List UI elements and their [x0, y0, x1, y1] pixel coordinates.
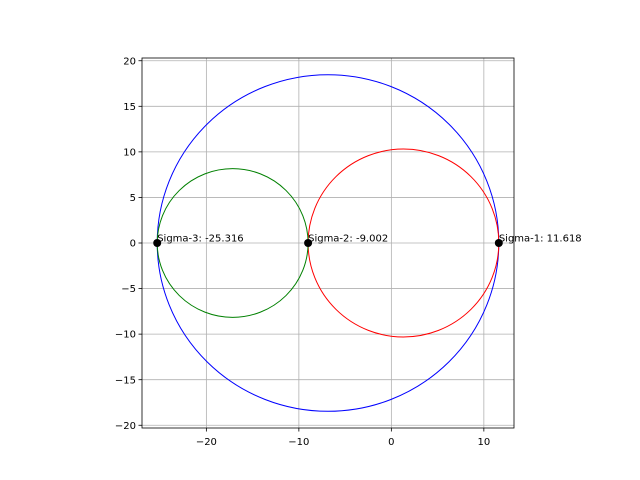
stress-point-label: Sigma-3: -25.316	[157, 234, 243, 245]
principal-stress-points	[153, 239, 503, 247]
point-labels: Sigma-3: -25.316 Sigma-2: -9.002 Sigma-1: …	[157, 234, 581, 245]
x-axis-ticks: −20 −10 0 10	[196, 428, 490, 448]
stress-point-marker	[304, 239, 313, 247]
y-tick-label: 15	[123, 102, 136, 113]
y-tick-label: 10	[123, 147, 136, 158]
y-gridlines	[142, 60, 514, 426]
stress-point-marker	[153, 239, 162, 247]
stress-point-marker	[494, 239, 503, 247]
x-tick-label: −10	[288, 437, 309, 448]
y-tick-label: 5	[130, 193, 136, 204]
y-tick-label: 0	[130, 239, 136, 250]
stress-point-label: Sigma-2: -9.002	[308, 234, 388, 245]
y-axis-ticks: −20 −15 −10 −5 0 5 10 15 20	[115, 56, 142, 432]
x-tick-label: 0	[388, 437, 394, 448]
stress-point-label: Sigma-1: 11.618	[499, 234, 582, 245]
y-tick-label: −5	[121, 284, 136, 295]
y-tick-label: −20	[115, 421, 136, 432]
x-tick-label: 10	[477, 437, 490, 448]
y-tick-label: −10	[115, 330, 136, 341]
y-tick-label: 20	[123, 56, 136, 67]
x-tick-label: −20	[196, 437, 217, 448]
y-tick-label: −15	[115, 375, 136, 386]
